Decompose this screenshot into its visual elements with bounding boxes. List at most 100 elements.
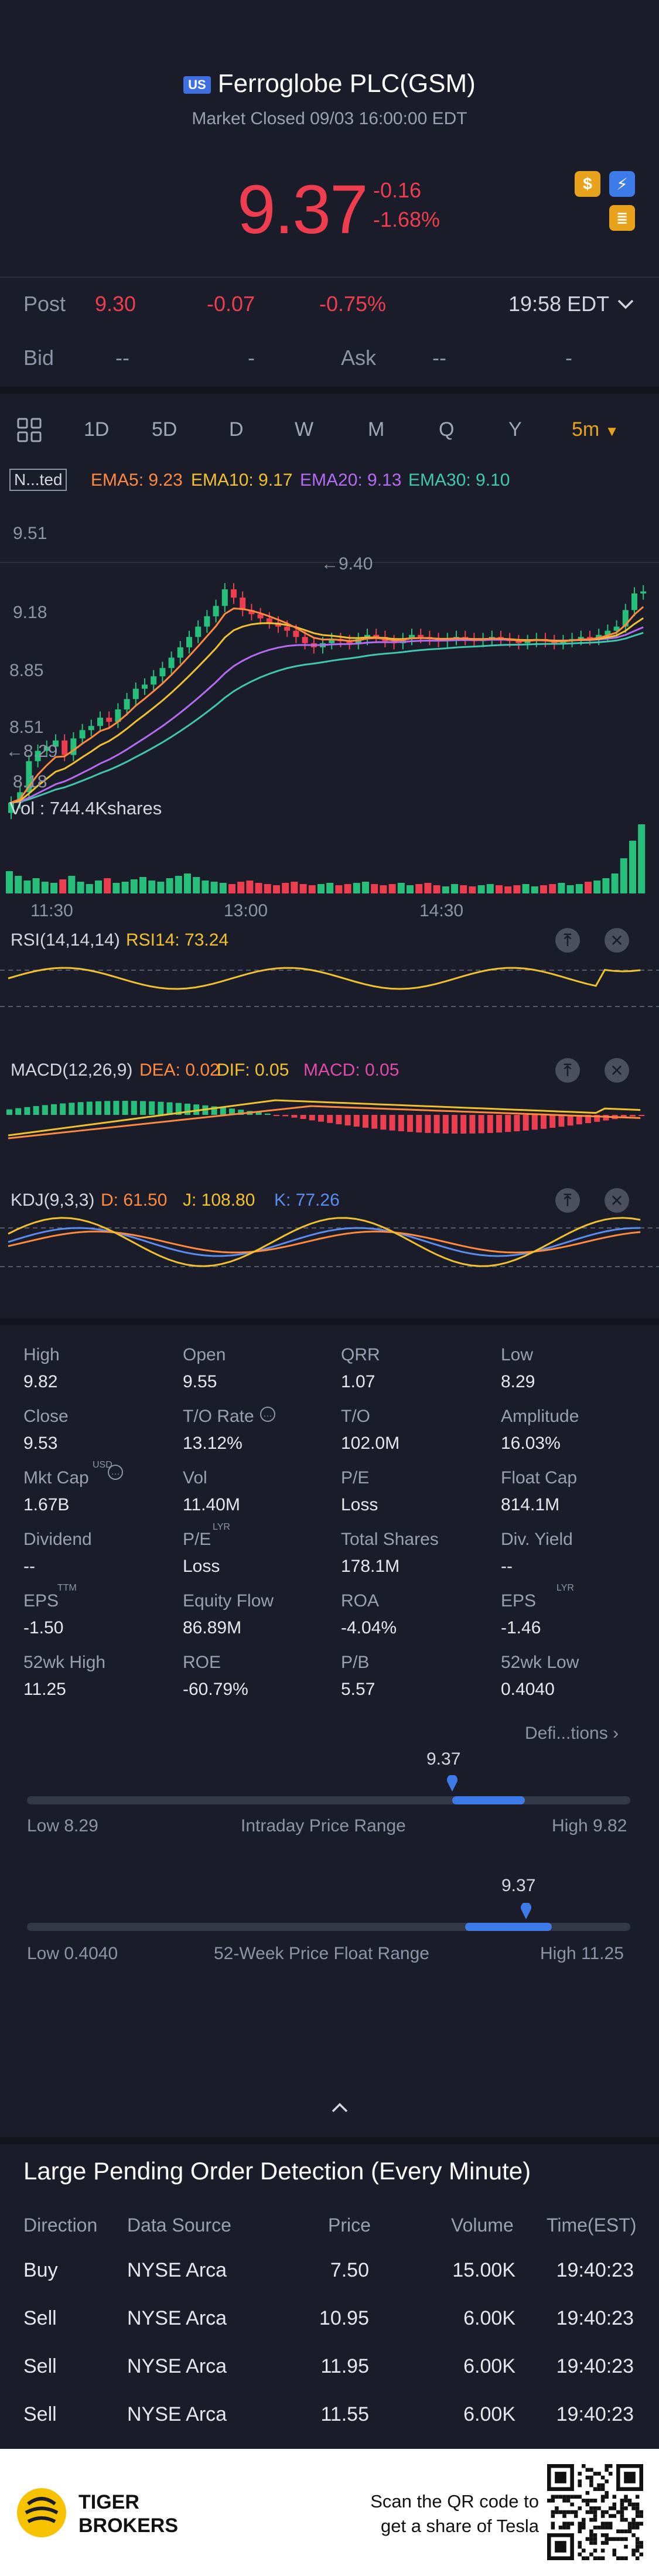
order-price: 11.95 bbox=[320, 2355, 369, 2377]
tab-1d[interactable]: 1D bbox=[84, 418, 110, 441]
intraday-low: Low 8.29 bbox=[27, 1816, 98, 1835]
cta-line2: get a share of Tesla bbox=[381, 2516, 539, 2536]
post-time[interactable]: 19:58 EDT bbox=[508, 292, 610, 316]
market-status: Market Closed 09/03 16:00:00 EDT bbox=[192, 109, 467, 128]
close-icon[interactable]: ✕ bbox=[605, 1188, 629, 1213]
qr-code[interactable] bbox=[547, 2464, 643, 2560]
tab-year[interactable]: Y bbox=[508, 418, 522, 441]
volume-bar bbox=[228, 884, 235, 893]
definitions-link[interactable]: Defi...tions › bbox=[525, 1724, 619, 1744]
dollar-icon[interactable]: $ bbox=[575, 171, 600, 197]
volume-bar bbox=[326, 883, 334, 893]
volume-bar bbox=[629, 841, 636, 893]
week52-low: Low 0.4040 bbox=[27, 1944, 118, 1963]
pin-top-icon[interactable]: ⤒ bbox=[555, 1058, 580, 1083]
candle bbox=[605, 630, 611, 635]
info-icon[interactable]: … bbox=[260, 1407, 275, 1422]
orders-header-direction: Direction bbox=[23, 2215, 98, 2236]
usd-sup: USD bbox=[93, 1460, 112, 1470]
candle bbox=[177, 647, 183, 658]
volume-bar bbox=[246, 881, 254, 893]
stat-value: -4.04% bbox=[341, 1618, 397, 1637]
volume-bar bbox=[157, 882, 165, 893]
macd-bar bbox=[558, 1115, 565, 1127]
tab-quarter[interactable]: Q bbox=[439, 418, 455, 441]
tiger-logo-icon bbox=[15, 2486, 68, 2539]
volume-bar bbox=[139, 877, 146, 893]
candle bbox=[106, 718, 112, 722]
macd-chart[interactable] bbox=[0, 1083, 659, 1147]
order-direction: Sell bbox=[23, 2355, 57, 2377]
order-time: 19:40:23 bbox=[556, 2259, 634, 2281]
stock-title: US Ferroglobe PLC(GSM) bbox=[0, 69, 659, 98]
candle bbox=[97, 718, 103, 726]
volume-bar bbox=[130, 879, 138, 893]
order-direction: Sell bbox=[23, 2403, 57, 2425]
volume-bar bbox=[50, 883, 57, 893]
macd-bar bbox=[442, 1115, 449, 1134]
pin-top-icon[interactable]: ⤒ bbox=[555, 928, 580, 953]
candle bbox=[587, 637, 593, 639]
candle bbox=[346, 641, 353, 643]
macd-bar bbox=[149, 1101, 155, 1115]
macd-bar bbox=[282, 1115, 289, 1117]
tab-week[interactable]: W bbox=[295, 418, 314, 441]
order-source: NYSE Arca bbox=[127, 2403, 227, 2425]
rsi-chart[interactable] bbox=[0, 955, 659, 1019]
volume-bar bbox=[219, 883, 227, 893]
price-chart[interactable] bbox=[0, 504, 659, 902]
volume-bar bbox=[59, 879, 67, 893]
adjust-mode[interactable]: N...ted bbox=[9, 469, 67, 491]
macd-bar bbox=[104, 1101, 111, 1115]
post-label: Post bbox=[23, 292, 66, 316]
volume-bar bbox=[184, 874, 191, 893]
intraday-track bbox=[27, 1796, 630, 1804]
volume-bar bbox=[460, 885, 467, 893]
volume-bar bbox=[477, 885, 485, 893]
macd-bar bbox=[371, 1115, 378, 1129]
lightning-icon[interactable]: ⚡ bbox=[609, 171, 635, 197]
volume-bar bbox=[433, 885, 441, 893]
definitions-label: Defi...tions bbox=[525, 1724, 608, 1743]
last-price: 9.37 bbox=[237, 171, 368, 248]
macd-bar bbox=[77, 1102, 84, 1115]
info-icon[interactable]: … bbox=[108, 1465, 123, 1480]
tab-5d[interactable]: 5D bbox=[152, 418, 177, 441]
grid-icon[interactable] bbox=[16, 417, 43, 444]
ask-label: Ask bbox=[341, 346, 377, 370]
tab-5m[interactable]: 5m ▼ bbox=[572, 418, 619, 441]
bid-price: -- bbox=[115, 346, 129, 370]
macd-bar bbox=[638, 1115, 645, 1116]
order-volume: 6.00K bbox=[463, 2307, 515, 2329]
post-change: -0.07 bbox=[207, 292, 255, 316]
volume-bar bbox=[611, 874, 619, 893]
price-change: -0.16 bbox=[373, 178, 422, 202]
stat-value: 16.03% bbox=[501, 1434, 561, 1453]
macd-dea: DEA: 0.02 bbox=[139, 1060, 220, 1080]
intraday-fill bbox=[452, 1796, 525, 1804]
macd-bar bbox=[416, 1115, 422, 1133]
macd-bar bbox=[60, 1103, 66, 1115]
candle bbox=[266, 618, 272, 623]
kdj-chart[interactable] bbox=[0, 1213, 659, 1283]
pin-top-icon[interactable]: ⤒ bbox=[555, 1188, 580, 1213]
stat-label: Low bbox=[501, 1345, 534, 1364]
stat-label: P/E bbox=[183, 1530, 211, 1549]
close-icon[interactable]: ✕ bbox=[605, 928, 629, 953]
stat-label: Amplitude bbox=[501, 1407, 579, 1426]
chevron-right-icon: › bbox=[613, 1724, 619, 1743]
post-change-pct: -0.75% bbox=[319, 292, 387, 316]
stat-label: EPS bbox=[23, 1591, 59, 1611]
bid-size: - bbox=[248, 346, 255, 370]
volume-bar bbox=[68, 876, 76, 893]
collapse-icon[interactable] bbox=[329, 2101, 350, 2115]
tab-month[interactable]: M bbox=[368, 418, 385, 441]
candle bbox=[631, 593, 637, 610]
tab-day[interactable]: D bbox=[229, 418, 244, 441]
close-icon[interactable]: ✕ bbox=[605, 1058, 629, 1083]
candle bbox=[240, 598, 246, 610]
stack-icon[interactable]: ≣ bbox=[609, 205, 635, 231]
macd-bar bbox=[229, 1108, 235, 1115]
chevron-down-icon[interactable] bbox=[614, 293, 637, 316]
macd-bar bbox=[211, 1106, 217, 1115]
